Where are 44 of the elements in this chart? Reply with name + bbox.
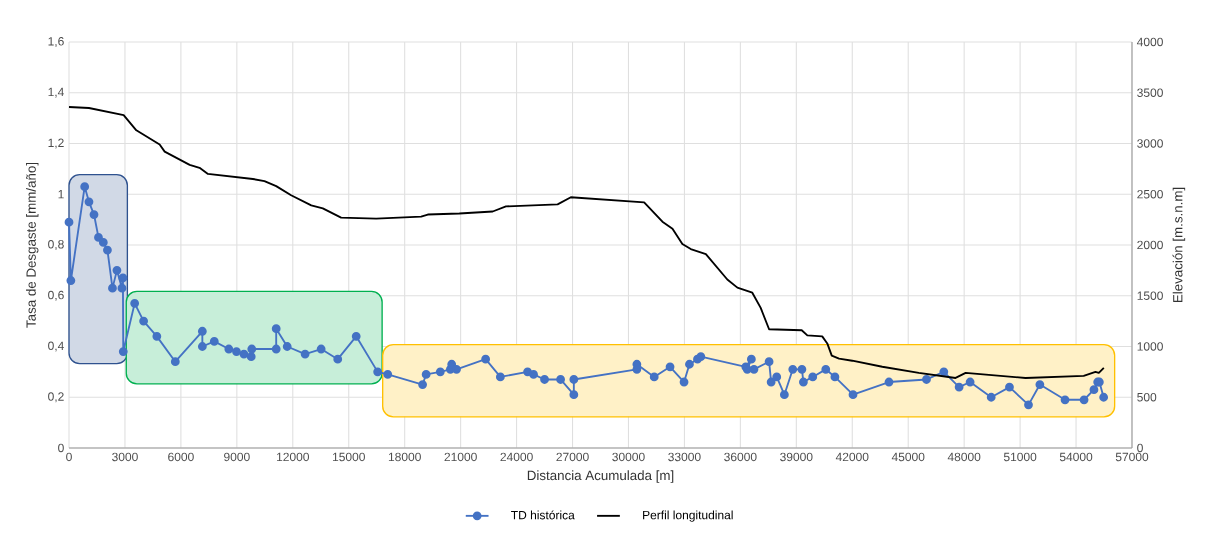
x-tick-label: 42000 [835, 452, 869, 462]
x-tick-label: 9000 [224, 452, 250, 462]
y2-tick-label: 2000 [1137, 240, 1163, 250]
y-tick-label: 1,2 [48, 138, 64, 149]
y-tick-label: 1,6 [48, 37, 64, 47]
y-tick-label: 0,6 [48, 290, 64, 301]
y2-tick-label: 1000 [1137, 342, 1163, 351]
y2-tick-label: 2500 [1137, 189, 1163, 199]
x-axis-title: Distancia Acumulada [m] [527, 470, 674, 483]
x-tick-label: 45000 [891, 452, 925, 462]
y2-tick-label: 4000 [1136, 37, 1163, 47]
x-tick-label: 39000 [780, 452, 813, 462]
legend-label: Perfil longitudinal [643, 510, 733, 522]
x-tick-label: 0 [66, 452, 72, 462]
y-tick-label: 0 [58, 443, 64, 453]
x-tick-label: 54000 [1059, 452, 1093, 462]
x-tick-label: 57000 [1115, 452, 1149, 462]
x-tick-label: 15000 [332, 452, 365, 462]
x-tick-label: 21000 [444, 452, 477, 462]
x-tick-label: 3000 [112, 452, 138, 462]
legend-label: TD histórica [511, 510, 575, 520]
x-tick-label: 48000 [947, 452, 981, 462]
x-tick-label: 30000 [612, 452, 645, 462]
y2-tick-label: 500 [1137, 392, 1157, 402]
line-series [68, 106, 1105, 379]
x-tick-label: 27000 [556, 452, 589, 462]
x-tick-label: 6000 [168, 452, 194, 462]
x-tick-label: 36000 [724, 452, 757, 462]
x-tick-label: 51000 [1003, 452, 1037, 462]
y2-tick-label: 3500 [1137, 88, 1163, 97]
x-tick-label: 18000 [388, 452, 421, 462]
x-tick-label: 33000 [668, 452, 701, 462]
y2-axis-title: Elevación [m.s.n.m] [1172, 187, 1186, 303]
y2-tick-label: 0 [1137, 443, 1143, 453]
x-tick-label: 12000 [277, 452, 310, 462]
y-tick-label: 0,2 [48, 392, 64, 403]
y-tick-label: 1,4 [48, 87, 64, 98]
y-tick-label: 1 [58, 190, 64, 199]
x-tick-label: 24000 [500, 452, 533, 462]
y-axis-title: Tasa de Desgaste [mm/año] [26, 162, 39, 328]
y2-tick-label: 1500 [1137, 291, 1163, 300]
y2-tick-label: 3000 [1137, 139, 1163, 148]
y-tick-label: 0,4 [48, 341, 64, 352]
y-tick-label: 0,8 [48, 240, 64, 250]
